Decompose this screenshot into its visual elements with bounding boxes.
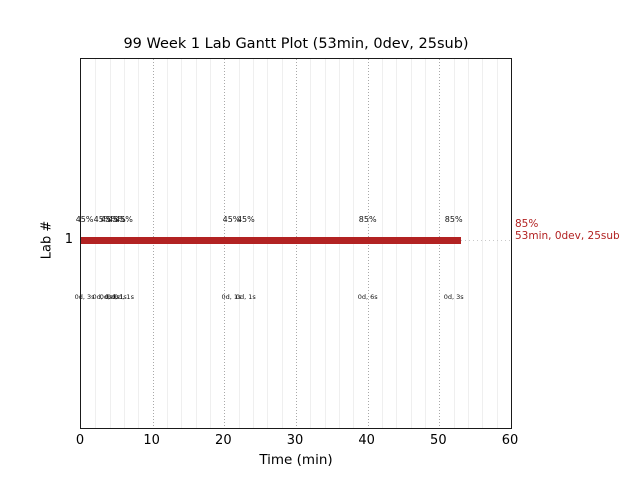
event-duration-label: 0d, 1s — [221, 293, 242, 301]
event-duration-label: 0d, 3s — [74, 293, 95, 301]
event-duration-label: 0d, 1s — [235, 293, 256, 301]
x-axis-label: Time (min) — [259, 452, 333, 468]
event-percent-label: 45% — [222, 215, 241, 224]
summary-detail: 53min, 0dev, 25sub — [515, 230, 620, 242]
event-duration-label: 0d, 6s — [357, 293, 378, 301]
event-percent-label: 85% — [358, 215, 377, 224]
event-duration-label: 0d, 0s — [99, 293, 120, 301]
gantt-bar-lab-1 — [81, 237, 461, 244]
event-percent-label: 85% — [444, 215, 463, 224]
x-tick-label: 40 — [358, 433, 375, 448]
event-duration-label: 0d, 1s — [114, 293, 134, 301]
x-tick-label: 10 — [143, 433, 160, 448]
x-tick-label: 50 — [430, 433, 447, 448]
x-tick-label: 60 — [501, 433, 519, 448]
event-duration-label: 0d, 0s — [92, 293, 113, 301]
summary-percent: 85% — [515, 218, 539, 230]
x-tick-label: 20 — [215, 433, 232, 448]
event-percent-label: 45% — [236, 215, 255, 224]
y-tick-label: 1 — [64, 232, 73, 247]
event-percent-label: 45% — [107, 215, 126, 224]
event-percent-label: 45% — [93, 215, 112, 224]
event-percent-label: 45% — [115, 215, 133, 224]
event-percent-label: 45% — [75, 215, 94, 224]
gridline-minor — [496, 59, 498, 428]
gridline-minor — [468, 59, 469, 428]
event-percent-label: 45% — [100, 215, 119, 224]
gridline-minor — [482, 59, 484, 428]
x-tick-label: 30 — [286, 433, 304, 448]
bar-summary-annotation: 85% 53min, 0dev, 25sub — [515, 218, 620, 242]
chart-title: 99 Week 1 Lab Gantt Plot (53min, 0dev, 2… — [123, 36, 469, 52]
event-duration-label: 0d, 1s — [106, 293, 127, 301]
x-tick-label: 0 — [75, 433, 85, 448]
plot-area: 45% 0d, 3s 45% 0d, 0s 45% 0d, 0s 45% 0d, 1s 45% 0… — [75, 58, 513, 429]
event-duration-label: 0d, 3s — [443, 293, 464, 301]
